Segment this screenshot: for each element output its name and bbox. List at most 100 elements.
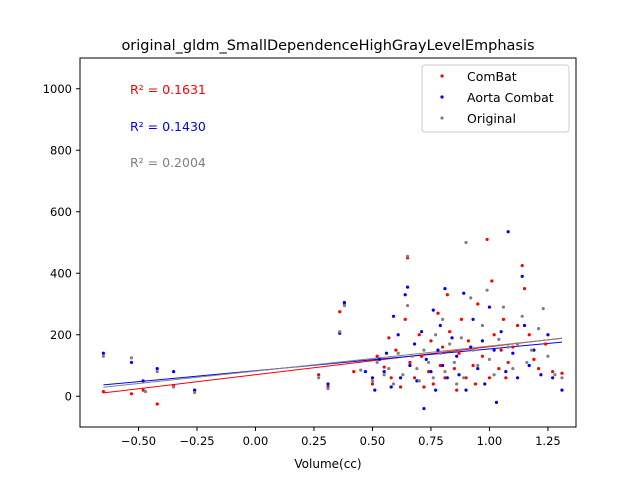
point-s1-9 [363,370,368,374]
point-s1-59 [551,376,555,380]
point-s0-21 [412,376,417,380]
point-s0-10 [352,370,356,374]
legend-box [421,64,570,133]
point-s1-32 [441,363,445,368]
point-s1-0 [101,351,105,355]
point-s2-45 [506,345,510,349]
annotation-r2-aorta-combat: R² = 0.1430 [130,119,206,134]
point-s1-35 [450,336,454,340]
point-s2-17 [401,373,405,377]
point-s2-22 [417,379,421,383]
x-tick-label-0: −0.50 [121,434,156,448]
point-s1-6 [326,382,330,386]
fit-line-1 [103,341,563,386]
point-s1-57 [539,373,543,377]
point-s2-34 [462,376,466,380]
point-s1-43 [480,339,485,343]
point-s1-23 [415,379,419,383]
point-s2-23 [422,348,426,352]
point-s0-18 [403,317,407,321]
point-s1-52 [515,376,520,380]
point-s0-11 [370,382,375,386]
y-tick-label-5: 1000 [43,82,72,96]
point-s2-33 [459,336,463,340]
point-s2-55 [560,376,564,380]
point-s2-54 [553,373,557,377]
point-s1-19 [403,293,407,297]
point-s2-3 [155,370,159,374]
point-s0-31 [443,376,447,380]
y-tick-label-1: 200 [50,328,72,342]
annotation-r2-original: R² = 0.2004 [130,155,206,170]
point-s0-27 [431,382,435,386]
point-s0-30 [441,345,445,349]
point-s0-40 [471,363,475,368]
point-s1-44 [483,382,487,386]
point-s2-27 [438,351,442,355]
point-s2-20 [410,354,414,358]
point-s2-52 [541,307,545,311]
point-s0-51 [504,376,508,380]
r-squared-annotations: R² = 0.1631 R² = 0.1430 R² = 0.2004 [130,82,206,170]
point-s1-16 [391,314,396,318]
point-s2-18 [405,303,410,308]
point-s2-1 [129,356,134,360]
x-tick-label-4: 0.50 [360,434,386,448]
point-s1-54 [522,323,527,328]
legend-label-combat: ComBat [467,69,517,84]
point-s1-55 [527,363,531,368]
point-s2-8 [338,330,342,334]
point-s2-28 [441,317,445,321]
point-s1-10 [370,376,375,380]
point-s1-12 [377,357,382,361]
x-axis-label: Volume(cc) [294,457,361,471]
point-s0-53 [511,345,515,349]
point-s0-28 [436,311,440,315]
point-s2-2 [143,390,148,394]
point-s1-51 [511,351,515,355]
point-s0-23 [419,354,424,358]
point-s2-37 [471,348,475,352]
point-s1-11 [373,388,377,392]
point-s1-1 [129,360,134,365]
x-axis-ticks: −0.50 −0.25 0.00 0.25 0.50 0.75 1.00 1.25 [121,427,561,448]
point-s0-47 [492,333,496,337]
point-s2-43 [497,337,501,341]
point-s1-37 [457,373,461,377]
point-s0-52 [506,360,510,365]
point-s1-31 [438,323,442,328]
point-s0-42 [476,302,480,306]
point-s0-60 [543,342,548,346]
scatter-points [101,230,564,411]
point-s0-0 [101,390,105,394]
fit-line-2 [103,337,563,388]
point-s1-5 [193,388,197,392]
x-tick-label-6: 1.00 [477,434,503,448]
point-s1-56 [532,348,536,352]
point-s0-8 [338,310,342,314]
point-s1-48 [499,330,503,334]
point-s0-38 [464,376,468,380]
point-s0-20 [408,360,412,365]
legend-marker-combat [440,74,444,78]
point-s2-42 [492,373,496,377]
point-s0-45 [487,376,492,380]
point-s0-16 [394,348,398,352]
point-s0-36 [457,351,461,355]
point-s2-32 [455,382,459,386]
point-s0-43 [480,354,485,358]
fit-line-0 [103,337,563,394]
point-s0-50 [501,317,506,321]
point-s2-5 [193,390,197,395]
point-s2-0 [101,354,105,358]
point-s2-9 [342,303,346,308]
legend-label-original: Original [467,111,516,126]
point-s1-58 [546,333,550,337]
x-tick-label-3: 0.25 [301,434,327,448]
point-s2-15 [391,382,396,386]
point-s1-60 [560,388,564,392]
x-tick-label-1: −0.25 [179,434,214,448]
point-s0-37 [459,317,463,321]
point-s1-29 [434,388,438,392]
